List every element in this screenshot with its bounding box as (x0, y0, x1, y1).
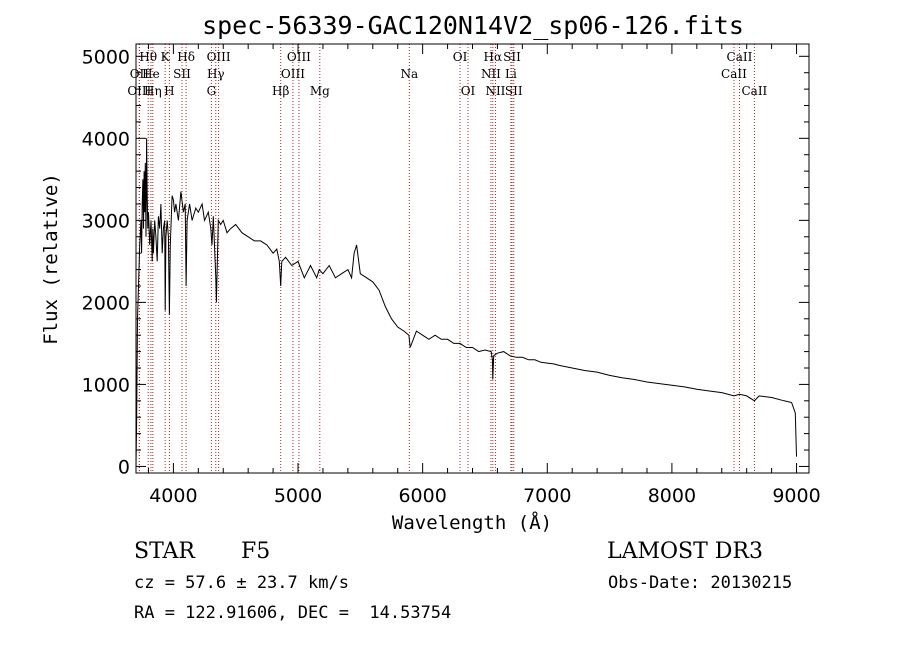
line-label: OIII (281, 67, 305, 81)
obs-date-text: Obs-Date: 20130215 (608, 573, 793, 593)
line-label: CaII (727, 50, 753, 64)
line-label: H (164, 84, 174, 98)
line-label: OIII (127, 84, 151, 98)
line-label: Hθ (139, 50, 157, 64)
line-label: OI (453, 50, 468, 64)
flux-series-line (135, 138, 797, 467)
x-axis-label: Wavelength (Å) (392, 511, 552, 534)
y-tick-label: 3000 (82, 210, 130, 232)
line-label: SII (173, 67, 191, 81)
x-tick-label: 4000 (149, 485, 197, 507)
x-tick-label: 6000 (398, 485, 446, 507)
line-label: OII (130, 67, 150, 81)
line-label: OIII (287, 50, 311, 64)
line-label: OIII (207, 50, 231, 64)
line-label: OI (461, 84, 476, 98)
line-label: Mg (310, 84, 330, 98)
line-label: SII (503, 50, 521, 64)
coordinates-text: RA = 122.91606, DEC = 14.53754 (134, 603, 452, 623)
line-label: CaII (721, 67, 747, 81)
y-tick-label: 5000 (82, 46, 130, 68)
object-class: STAR (134, 539, 195, 564)
plot-frame (135, 43, 810, 474)
chart-title: spec-56339-GAC120N14V2_sp06-126.fits (202, 11, 744, 40)
line-label: SII (505, 84, 523, 98)
x-tick-label: 8000 (648, 485, 696, 507)
y-tick-label: 0 (118, 456, 130, 478)
y-tick-label: 1000 (82, 374, 130, 396)
line-label: G (207, 84, 217, 98)
line-label: NII (485, 84, 505, 98)
line-label: CaII (741, 84, 767, 98)
line-label: NII (481, 67, 501, 81)
y-tick-label: 4000 (82, 128, 130, 150)
line-label: Hη (144, 84, 162, 98)
y-axis-label: Flux (relative) (40, 173, 62, 345)
x-tick-label: 5000 (274, 485, 322, 507)
line-label: Hγ (207, 67, 225, 81)
line-label: Hδ (177, 50, 195, 64)
line-label: Na (400, 67, 418, 81)
redshift-text: cz = 57.6 ± 23.7 km/s (134, 573, 349, 593)
y-tick-label: 2000 (82, 292, 130, 314)
x-axis-ticks: 4000 5000 6000 7000 8000 9000 (147, 44, 821, 507)
y-axis-ticks: 0 1000 2000 3000 4000 5000 (82, 46, 809, 478)
line-label: He (142, 67, 160, 81)
object-subclass: F5 (241, 539, 271, 564)
x-tick-label: 9000 (772, 485, 820, 507)
line-label: Hα (484, 50, 503, 64)
line-label: Hβ (272, 84, 289, 98)
line-markers (138, 44, 755, 473)
line-label: Li (505, 67, 517, 81)
survey-name: LAMOST DR3 (607, 539, 763, 564)
x-tick-label: 7000 (523, 485, 571, 507)
line-label: K (161, 50, 171, 64)
